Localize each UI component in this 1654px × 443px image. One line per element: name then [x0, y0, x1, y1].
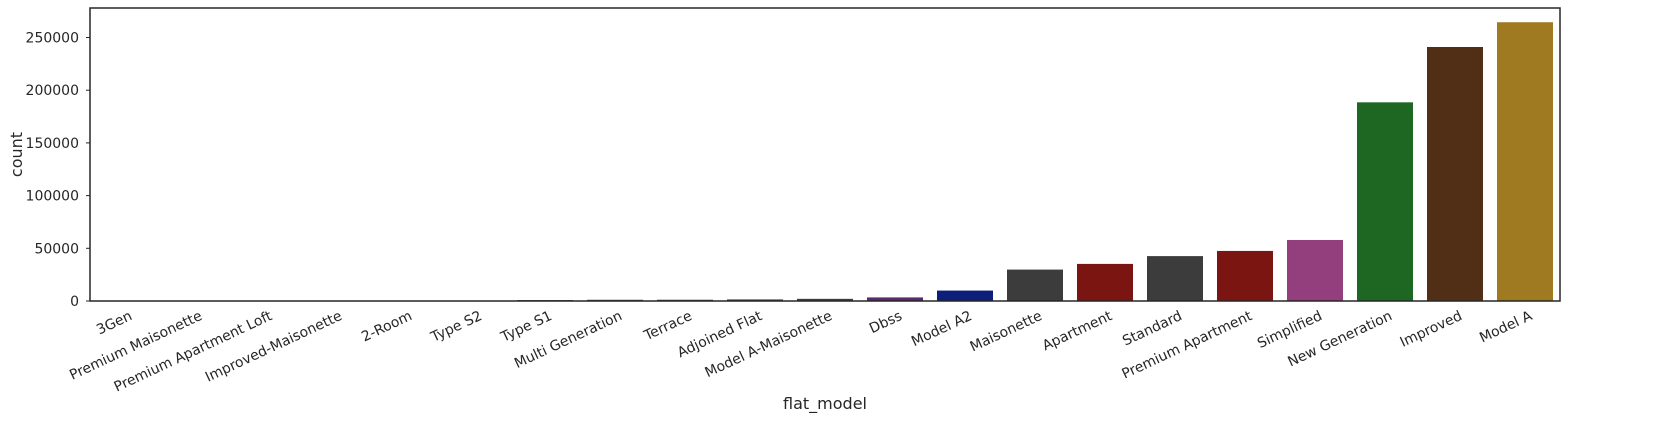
bar-maisonette: [1007, 269, 1063, 301]
bar-dbss: [867, 297, 923, 301]
y-axis-ticks: 0 50000 100000 150000 200000 250000: [26, 31, 90, 310]
bar-model-a: [1497, 22, 1553, 301]
y-tick-label: 100000: [26, 189, 79, 205]
y-tick-label: 150000: [26, 136, 79, 152]
bar-new-generation: [1357, 102, 1413, 302]
bar-standard: [1147, 256, 1203, 301]
bar-model-a2: [937, 290, 993, 301]
bars-group: [97, 22, 1553, 302]
y-tick-label: 50000: [34, 241, 79, 257]
plot-frame: [89, 7, 1561, 302]
y-tick-label: 200000: [26, 83, 79, 99]
y-tick-label: 250000: [26, 31, 79, 47]
bar-adjoined-flat: [727, 299, 783, 301]
y-tick-label: 0: [70, 294, 79, 310]
x-axis-label: flat_model: [783, 394, 867, 414]
bar-apartment: [1077, 263, 1133, 301]
bar-improved: [1427, 46, 1483, 302]
bar-premium-apartment: [1217, 250, 1273, 301]
bar-simplified: [1287, 239, 1343, 301]
y-axis-label: count: [7, 132, 26, 177]
bar-model-a-maisonette: [797, 298, 853, 301]
